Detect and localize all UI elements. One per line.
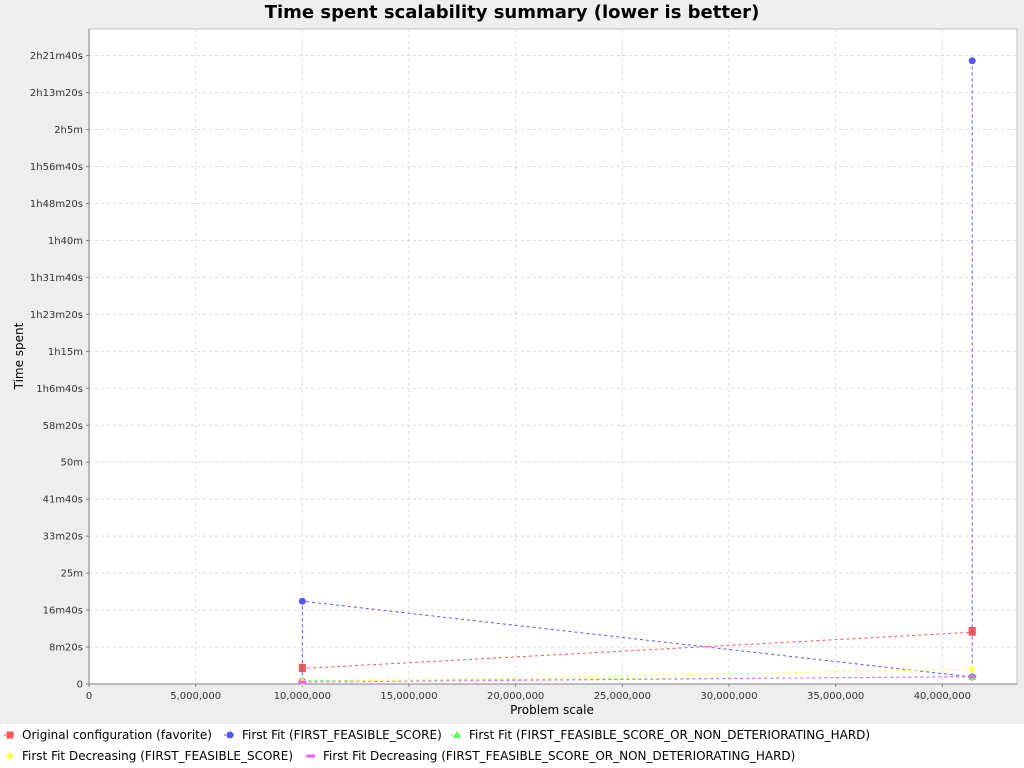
series-line <box>302 668 973 683</box>
y-tick-label: 16m40s <box>43 606 83 617</box>
legend-item: First Fit (FIRST_FEASIBLE_SCORE_OR_NON_D… <box>451 728 870 742</box>
y-tick-label: 58m20s <box>43 421 83 432</box>
y-tick-label: 33m20s <box>43 532 83 543</box>
x-tick-label: 20,000,000 <box>487 691 544 702</box>
x-tick-label: 15,000,000 <box>380 691 437 702</box>
legend-label: Original configuration (favorite) <box>22 728 212 742</box>
legend: Original configuration (favorite) First F… <box>4 728 870 763</box>
legend-marker <box>226 731 234 739</box>
y-axis-ticks: 0 8m20s 16m40s 25m 33m20s 41m40s 50m 58m20s 1h6m… <box>30 51 89 691</box>
y-axis-title: Time spent <box>12 322 26 390</box>
legend-marker <box>6 752 14 760</box>
data-point <box>968 675 977 679</box>
y-tick-label: 0 <box>77 680 83 691</box>
legend-item: Original configuration (favorite) <box>4 728 212 742</box>
y-tick-label: 2h13m20s <box>30 88 83 99</box>
y-tick-label: 2h21m40s <box>30 51 83 62</box>
series-line <box>302 676 973 683</box>
y-tick-label: 1h56m40s <box>30 162 83 173</box>
legend-item: First Fit Decreasing (FIRST_FEASIBLE_SCO… <box>305 749 795 763</box>
legend-label: First Fit Decreasing (FIRST_FEASIBLE_SCO… <box>22 749 293 763</box>
chart-title: Time spent scalability summary (lower is… <box>265 2 760 23</box>
legend-item: First Fit Decreasing (FIRST_FEASIBLE_SCO… <box>4 749 293 763</box>
series-layer <box>298 57 977 686</box>
data-point <box>968 665 977 674</box>
data-point <box>298 597 306 605</box>
y-tick-label: 1h31m40s <box>30 273 83 284</box>
legend-label: First Fit (FIRST_FEASIBLE_SCORE) <box>242 728 442 742</box>
x-tick-label: 35,000,000 <box>807 691 864 702</box>
data-point <box>968 57 976 65</box>
legend-marker <box>307 754 315 758</box>
x-tick-label: 5,000,000 <box>170 691 221 702</box>
legend-label: First Fit (FIRST_FEASIBLE_SCORE_OR_NON_D… <box>469 728 870 742</box>
x-tick-label: 25,000,000 <box>594 691 651 702</box>
x-tick-label: 0 <box>86 691 92 702</box>
y-tick-label: 1h23m20s <box>30 310 83 321</box>
y-tick-label: 1h40m <box>48 236 83 247</box>
y-tick-label: 2h5m <box>54 125 83 136</box>
x-tick-label: 10,000,000 <box>274 691 331 702</box>
x-tick-label: 40,000,000 <box>914 691 971 702</box>
data-point <box>298 680 307 684</box>
y-tick-label: 1h6m40s <box>36 384 83 395</box>
grid-layer <box>89 29 1017 684</box>
x-axis-ticks: 0 5,000,000 10,000,000 15,000,000 20,000,000… <box>86 684 971 702</box>
series-5 <box>298 675 977 684</box>
plot-area <box>88 28 1018 685</box>
x-tick-label: 30,000,000 <box>700 691 757 702</box>
y-tick-label: 1h48m20s <box>30 199 83 210</box>
legend-box <box>0 724 1024 768</box>
legend-item: First Fit (FIRST_FEASIBLE_SCORE) <box>224 728 442 742</box>
legend-marker <box>6 731 14 739</box>
y-tick-label: 41m40s <box>43 495 83 506</box>
legend-label: First Fit Decreasing (FIRST_FEASIBLE_SCO… <box>323 749 795 763</box>
y-tick-label: 1h15m <box>48 347 83 358</box>
y-tick-label: 25m <box>61 569 83 580</box>
y-tick-label: 50m <box>61 458 83 469</box>
legend-marker <box>453 731 461 738</box>
series-line <box>301 60 973 682</box>
x-axis-title: Problem scale <box>510 703 594 717</box>
y-tick-label: 8m20s <box>49 643 83 654</box>
